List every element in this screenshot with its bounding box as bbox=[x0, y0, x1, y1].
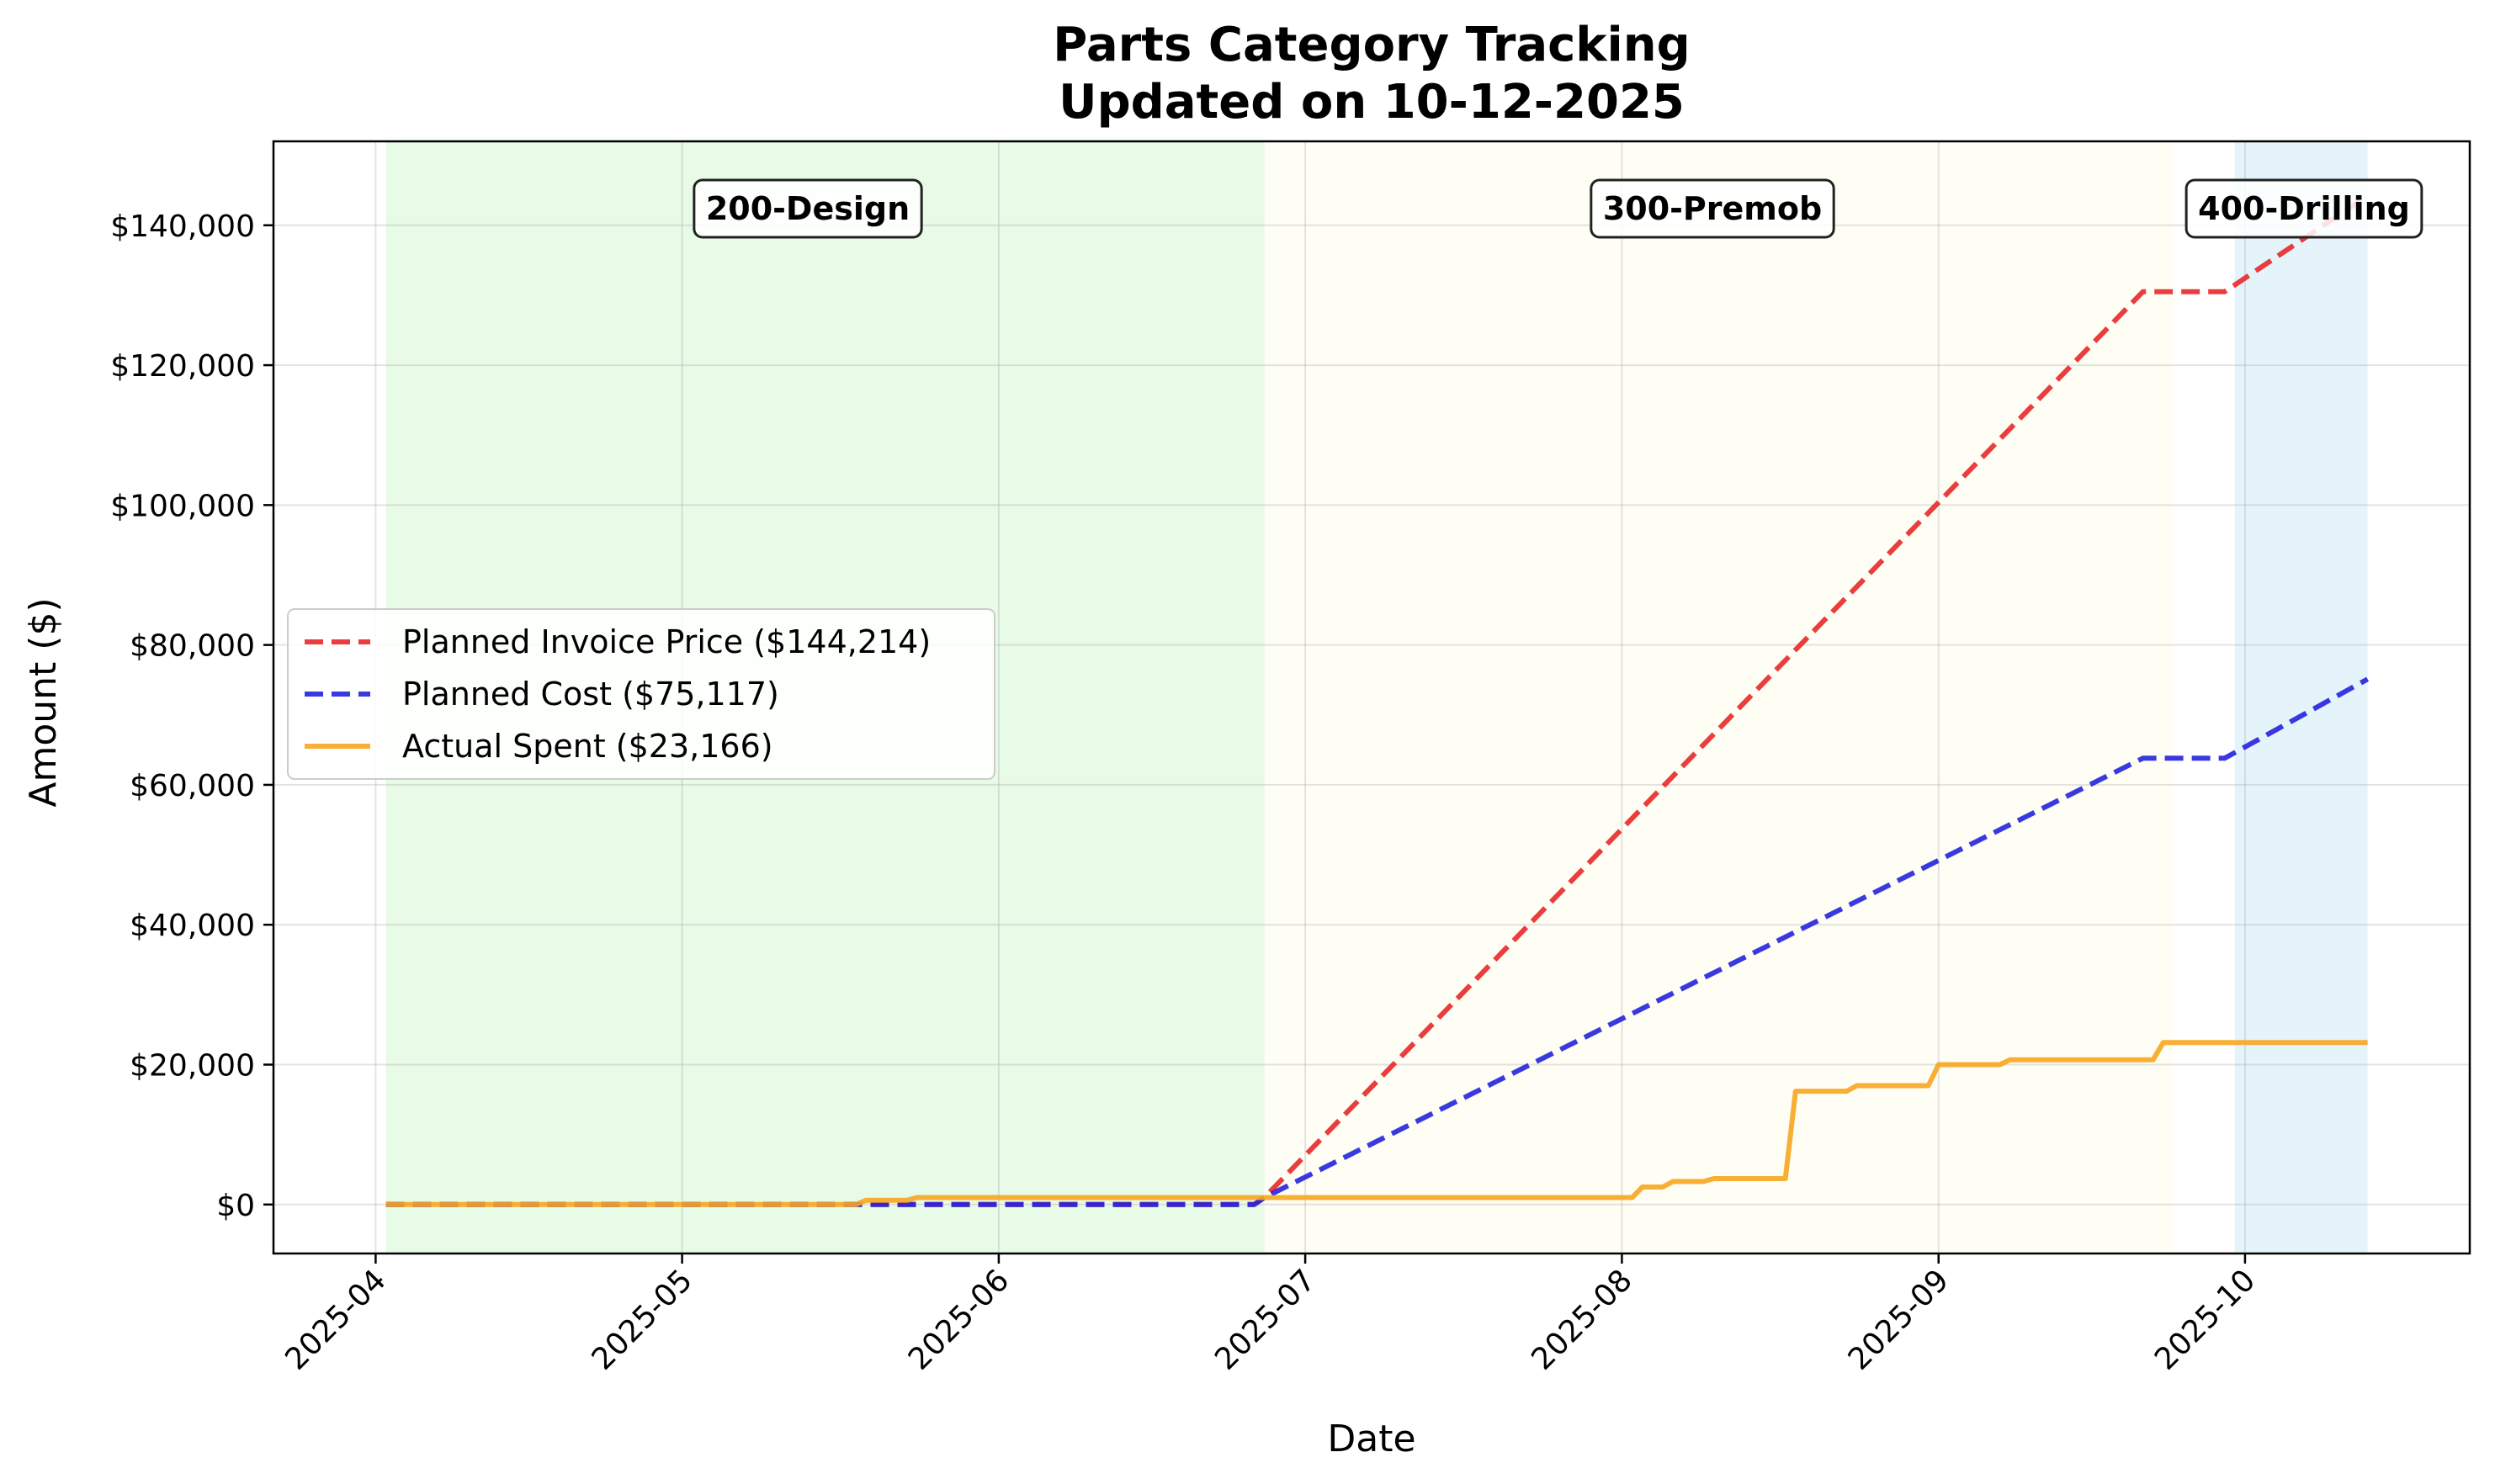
y-tick-label: $140,000 bbox=[110, 209, 255, 244]
phase-label-0: 200-Design bbox=[693, 178, 923, 239]
legend-entry-2: Actual Spent ($23,166) bbox=[402, 728, 773, 765]
chart-title: Parts Category Tracking bbox=[1053, 18, 1690, 72]
legend: Planned Invoice Price ($144,214) Planned … bbox=[287, 608, 995, 780]
y-tick-label: $80,000 bbox=[130, 629, 255, 664]
phase-band-2 bbox=[2234, 141, 2368, 1253]
phase-label-box bbox=[693, 178, 923, 239]
x-tick-label: 2025-07 bbox=[1208, 1263, 1322, 1376]
y-tick-label: $100,000 bbox=[110, 489, 255, 523]
phase-label-2: 400-Drilling bbox=[2184, 178, 2423, 239]
x-tick-label: 2025-10 bbox=[2148, 1263, 2262, 1376]
y-axis-label: Amount ($) bbox=[22, 597, 65, 807]
x-tick-label: 2025-06 bbox=[902, 1263, 1016, 1376]
legend-entry-1: Planned Cost ($75,117) bbox=[402, 676, 779, 713]
y-tick-label: $20,000 bbox=[130, 1049, 255, 1084]
y-tick-label: $0 bbox=[216, 1189, 255, 1223]
plot-frame bbox=[272, 140, 2471, 1255]
series-line-1 bbox=[385, 676, 2370, 1207]
x-axis-label: Date bbox=[1327, 1418, 1415, 1460]
phase-band-1 bbox=[1264, 141, 2174, 1253]
x-tick-label: 2025-05 bbox=[586, 1263, 699, 1376]
y-tick-label: $60,000 bbox=[130, 769, 255, 803]
phase-label-text: 300-Premob bbox=[1603, 190, 1822, 227]
x-tick-label: 2025-08 bbox=[1525, 1263, 1638, 1376]
y-tick-label: $40,000 bbox=[130, 909, 255, 943]
x-tick-label: 2025-09 bbox=[1842, 1263, 1956, 1376]
x-tick-label: 2025-04 bbox=[279, 1263, 392, 1376]
phase-label-1: 300-Premob bbox=[1590, 178, 1835, 239]
y-tick-label: $120,000 bbox=[110, 349, 255, 384]
phase-label-box bbox=[2184, 178, 2423, 239]
series-line-2 bbox=[385, 1040, 2368, 1207]
legend-entry-0: Planned Invoice Price ($144,214) bbox=[402, 623, 931, 660]
phase-label-text: 200-Design bbox=[706, 190, 910, 227]
chart-subtitle: Updated on 10-12-2025 bbox=[1059, 75, 1685, 130]
phase-label-box bbox=[1590, 178, 1835, 239]
legend-box bbox=[287, 608, 995, 780]
phase-label-text: 400-Drilling bbox=[2198, 190, 2410, 227]
series-line-0 bbox=[385, 193, 2370, 1207]
